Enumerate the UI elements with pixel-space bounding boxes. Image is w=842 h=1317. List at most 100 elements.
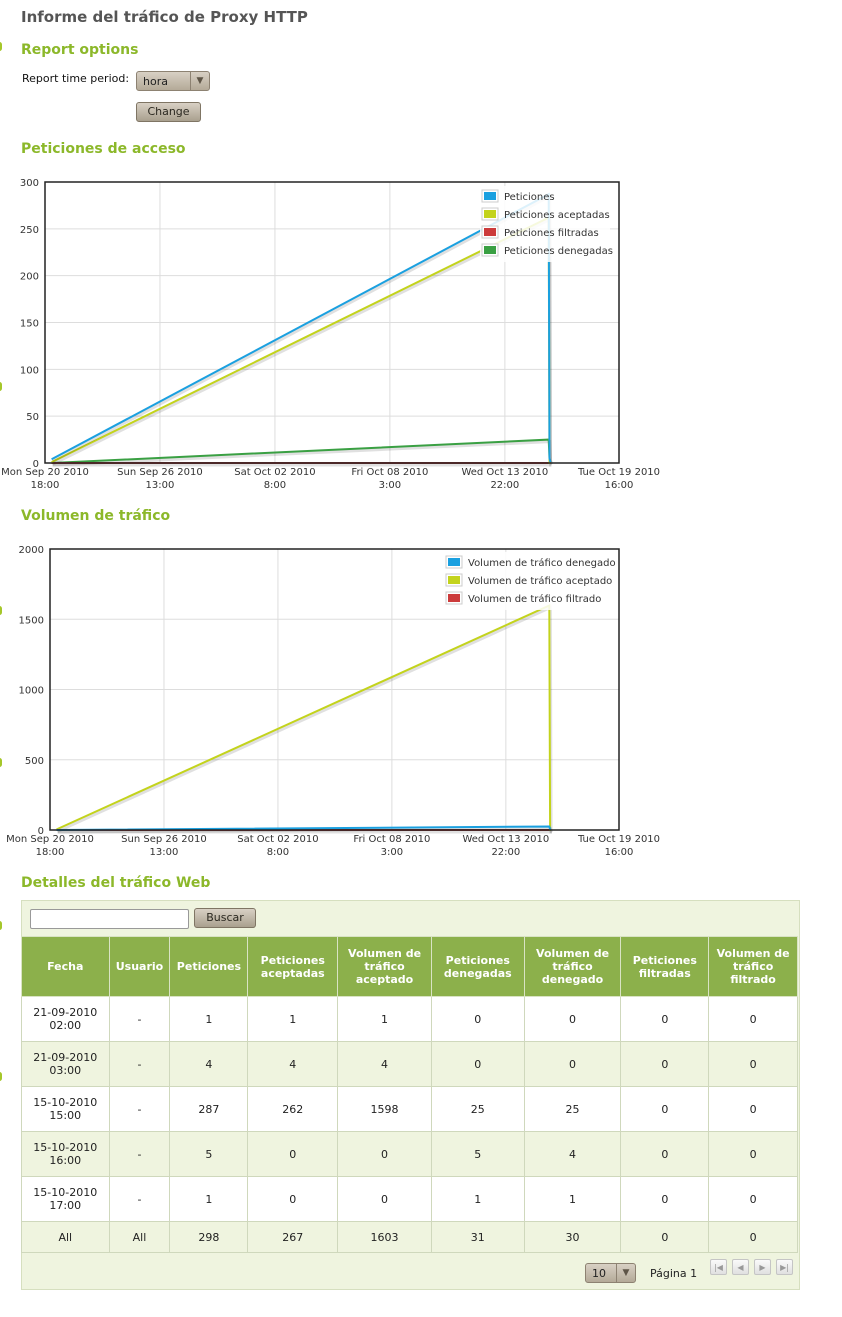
series-line [56,603,552,831]
x-tick-label: Wed Oct 13 2010 [462,834,549,845]
x-tick-label: 8:00 [264,480,286,491]
legend-label: Volumen de tráfico denegado [468,557,616,569]
legend-label: Volumen de tráfico filtrado [468,593,601,605]
y-tick-label: 1500 [19,615,44,626]
column-header[interactable]: Peticiones aceptadas [247,936,339,997]
table-cell: 1 [247,996,339,1042]
table-cell: 0 [247,1131,339,1177]
x-tick-label: Fri Oct 08 2010 [353,834,430,845]
table-cell: 25 [523,1086,622,1132]
y-tick-label: 2000 [19,545,44,556]
first-page-icon[interactable]: |◀ [710,1259,727,1275]
column-header[interactable]: Usuario [108,936,171,997]
report-options-title: Report options [21,42,139,58]
x-tick-label: 8:00 [267,847,289,858]
total-cell: All [21,1221,110,1253]
table-cell: 0 [337,1131,432,1177]
series-shadow [56,605,553,834]
left-border-marker [0,606,2,615]
total-cell: 0 [620,1221,710,1253]
x-tick-label: Mon Sep 20 2010 [1,467,89,478]
y-tick-label: 0 [38,826,44,837]
details-panel: Buscar Fecha Usuario Peticiones Peticion… [21,900,800,1290]
legend-swatch [484,246,496,254]
column-header[interactable]: Peticiones denegadas [430,936,525,997]
table-cell: 0 [430,1041,525,1087]
search-button[interactable]: Buscar [194,908,256,928]
table-cell: 1 [337,996,432,1042]
next-page-icon[interactable]: ▶ [754,1259,771,1275]
y-tick-label: 200 [20,272,39,283]
traffic-volume-chart: 0 500 1000 1500 2000 Mon Sep 20 2010 18:00 Sun … [6,545,660,858]
x-tick-label: Tue Oct 19 2010 [577,467,660,478]
table-cell: 0 [620,1041,710,1087]
table-row: 15-10-2010 17:00-1 0 0 1 1 0 0 [21,1176,798,1222]
table-row: 21-09-2010 02:00-1 1 1 0 0 0 0 [21,996,798,1042]
table-cell: 1 [430,1176,525,1222]
series-line [51,215,551,464]
search-input[interactable] [30,909,189,929]
x-tick-label: 16:00 [605,480,634,491]
series-shadow [51,217,552,467]
table-cell: 1 [169,1176,249,1222]
x-tick-label: 22:00 [491,847,520,858]
period-select[interactable]: hora ▼ [136,71,210,91]
column-header[interactable]: Volumen de tráfico filtrado [708,936,798,997]
x-tick-label: Mon Sep 20 2010 [6,834,94,845]
table-cell: 0 [708,1041,798,1087]
x-tick-label: 16:00 [605,847,634,858]
plot-frame [49,548,620,831]
table-cell: - [108,1086,171,1132]
table-cell: - [108,1041,171,1087]
table-row: 15-10-2010 15:00-287 262 1598 25 25 0 0 [21,1086,798,1132]
y-tick-label: 300 [20,178,39,189]
column-header[interactable]: Peticiones filtradas [620,936,710,997]
prev-page-icon[interactable]: ◀ [732,1259,749,1275]
x-tick-label: Sat Oct 02 2010 [237,834,318,845]
table-cell: 15-10-2010 16:00 [21,1131,110,1177]
legend-label: Peticiones filtradas [504,228,599,239]
x-tick-label: 13:00 [146,480,175,491]
access-requests-chart: 0 50 100 150 200 250 300 Mon Sep 20 2010 18:00 Su… [1,178,660,491]
table-cell: 0 [708,1176,798,1222]
column-header[interactable]: Peticiones [169,936,249,997]
last-page-icon[interactable]: ▶| [776,1259,793,1275]
table-cell: 21-09-2010 02:00 [21,996,110,1042]
table-cell: 0 [620,1176,710,1222]
column-header[interactable]: Volumen de tráfico denegado [523,936,622,997]
legend-label: Peticiones aceptadas [504,210,610,221]
y-tick-label: 500 [25,756,44,767]
page-size-select[interactable]: 10 ▼ [585,1263,636,1283]
x-tick-label: 22:00 [490,480,519,491]
total-cell: 298 [169,1221,249,1253]
table-cell: 0 [620,996,710,1042]
legend-label: Peticiones denegadas [504,246,613,257]
x-tick-label: 13:00 [150,847,179,858]
legend-label: Peticiones [504,192,555,203]
x-tick-label: 18:00 [31,480,60,491]
chevron-down-icon: ▼ [190,72,209,90]
table-cell: 0 [620,1131,710,1177]
table-cell: - [108,996,171,1042]
left-border-marker [0,921,2,930]
legend-swatch [448,558,460,566]
table-cell: 15-10-2010 17:00 [21,1176,110,1222]
table-cell: 1598 [337,1086,432,1132]
legend-background [444,552,610,610]
column-header[interactable]: Fecha [21,936,110,997]
column-header[interactable]: Volumen de tráfico aceptado [337,936,432,997]
table-cell: 5 [430,1131,525,1177]
x-tick-label: Sat Oct 02 2010 [234,467,315,478]
table-cell: 1 [169,996,249,1042]
left-border-marker [0,382,2,391]
legend-label: Volumen de tráfico aceptado [468,575,612,587]
legend-swatch [448,576,460,584]
table-cell: 0 [247,1176,339,1222]
page-title: Informe del tráfico de Proxy HTTP [21,8,308,26]
table-cell: 4 [169,1041,249,1087]
x-tick-label: 18:00 [36,847,65,858]
table-cell: 1 [523,1176,622,1222]
y-tick-label: 150 [20,319,39,330]
page-size-value: 10 [592,1267,606,1280]
change-button[interactable]: Change [136,102,201,122]
